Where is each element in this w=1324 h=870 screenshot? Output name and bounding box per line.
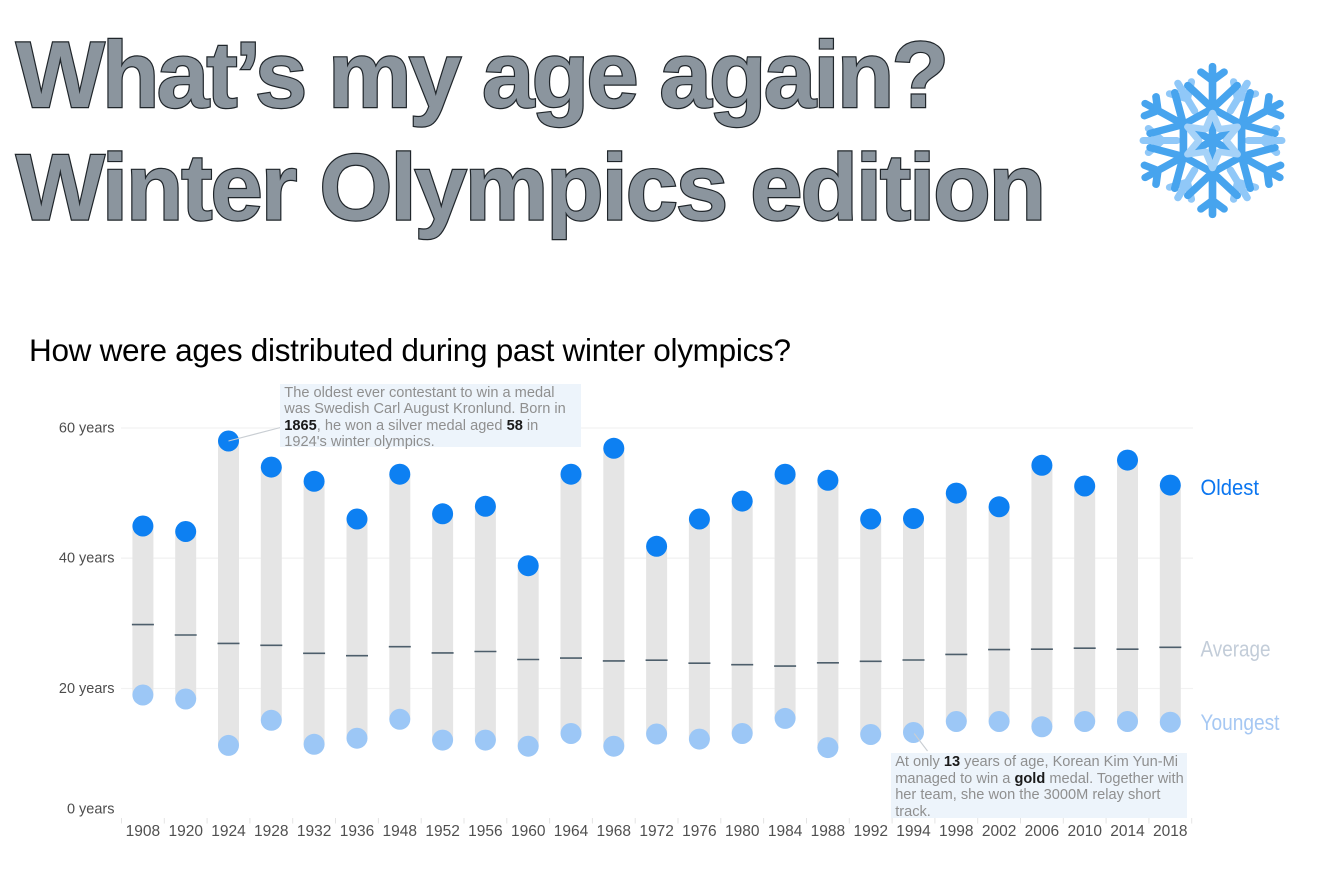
svg-text:2006: 2006 — [1025, 823, 1059, 840]
svg-text:1980: 1980 — [725, 823, 760, 840]
svg-text:1928: 1928 — [254, 823, 288, 840]
svg-text:1960: 1960 — [511, 823, 546, 840]
svg-text:20 years: 20 years — [59, 681, 115, 697]
svg-text:1984: 1984 — [768, 823, 803, 840]
svg-text:1956: 1956 — [468, 823, 502, 840]
svg-text:1964: 1964 — [554, 823, 589, 840]
svg-text:1924: 1924 — [211, 823, 246, 840]
svg-text:Youngest: Youngest — [1201, 710, 1280, 735]
svg-text:1992: 1992 — [853, 823, 887, 840]
svg-text:What’s my age again?: What’s my age again? — [16, 22, 949, 127]
svg-text:2010: 2010 — [1067, 823, 1102, 840]
svg-text:1988: 1988 — [811, 823, 845, 840]
svg-text:1952: 1952 — [425, 823, 459, 840]
svg-text:1936: 1936 — [340, 823, 374, 840]
svg-text:How were ages distributed duri: How were ages distributed during past wi… — [29, 332, 791, 368]
svg-text:Average: Average — [1201, 636, 1271, 661]
svg-text:60 years: 60 years — [59, 420, 115, 436]
svg-text:0 years: 0 years — [67, 801, 115, 817]
svg-text:1972: 1972 — [639, 823, 673, 840]
svg-text:1948: 1948 — [383, 823, 417, 840]
svg-text:1994: 1994 — [896, 823, 931, 840]
svg-text:1932: 1932 — [297, 823, 331, 840]
svg-text:2002: 2002 — [982, 823, 1016, 840]
svg-text:Oldest: Oldest — [1201, 475, 1260, 500]
svg-text:1920: 1920 — [168, 823, 203, 840]
svg-text:1968: 1968 — [597, 823, 631, 840]
svg-text:Winter Olympics edition: Winter Olympics edition — [16, 135, 1046, 240]
svg-text:1908: 1908 — [126, 823, 160, 840]
svg-text:1976: 1976 — [682, 823, 716, 840]
svg-text:1998: 1998 — [939, 823, 973, 840]
svg-text:2018: 2018 — [1153, 823, 1187, 840]
svg-text:2014: 2014 — [1110, 823, 1145, 840]
svg-text:40 years: 40 years — [59, 551, 115, 567]
